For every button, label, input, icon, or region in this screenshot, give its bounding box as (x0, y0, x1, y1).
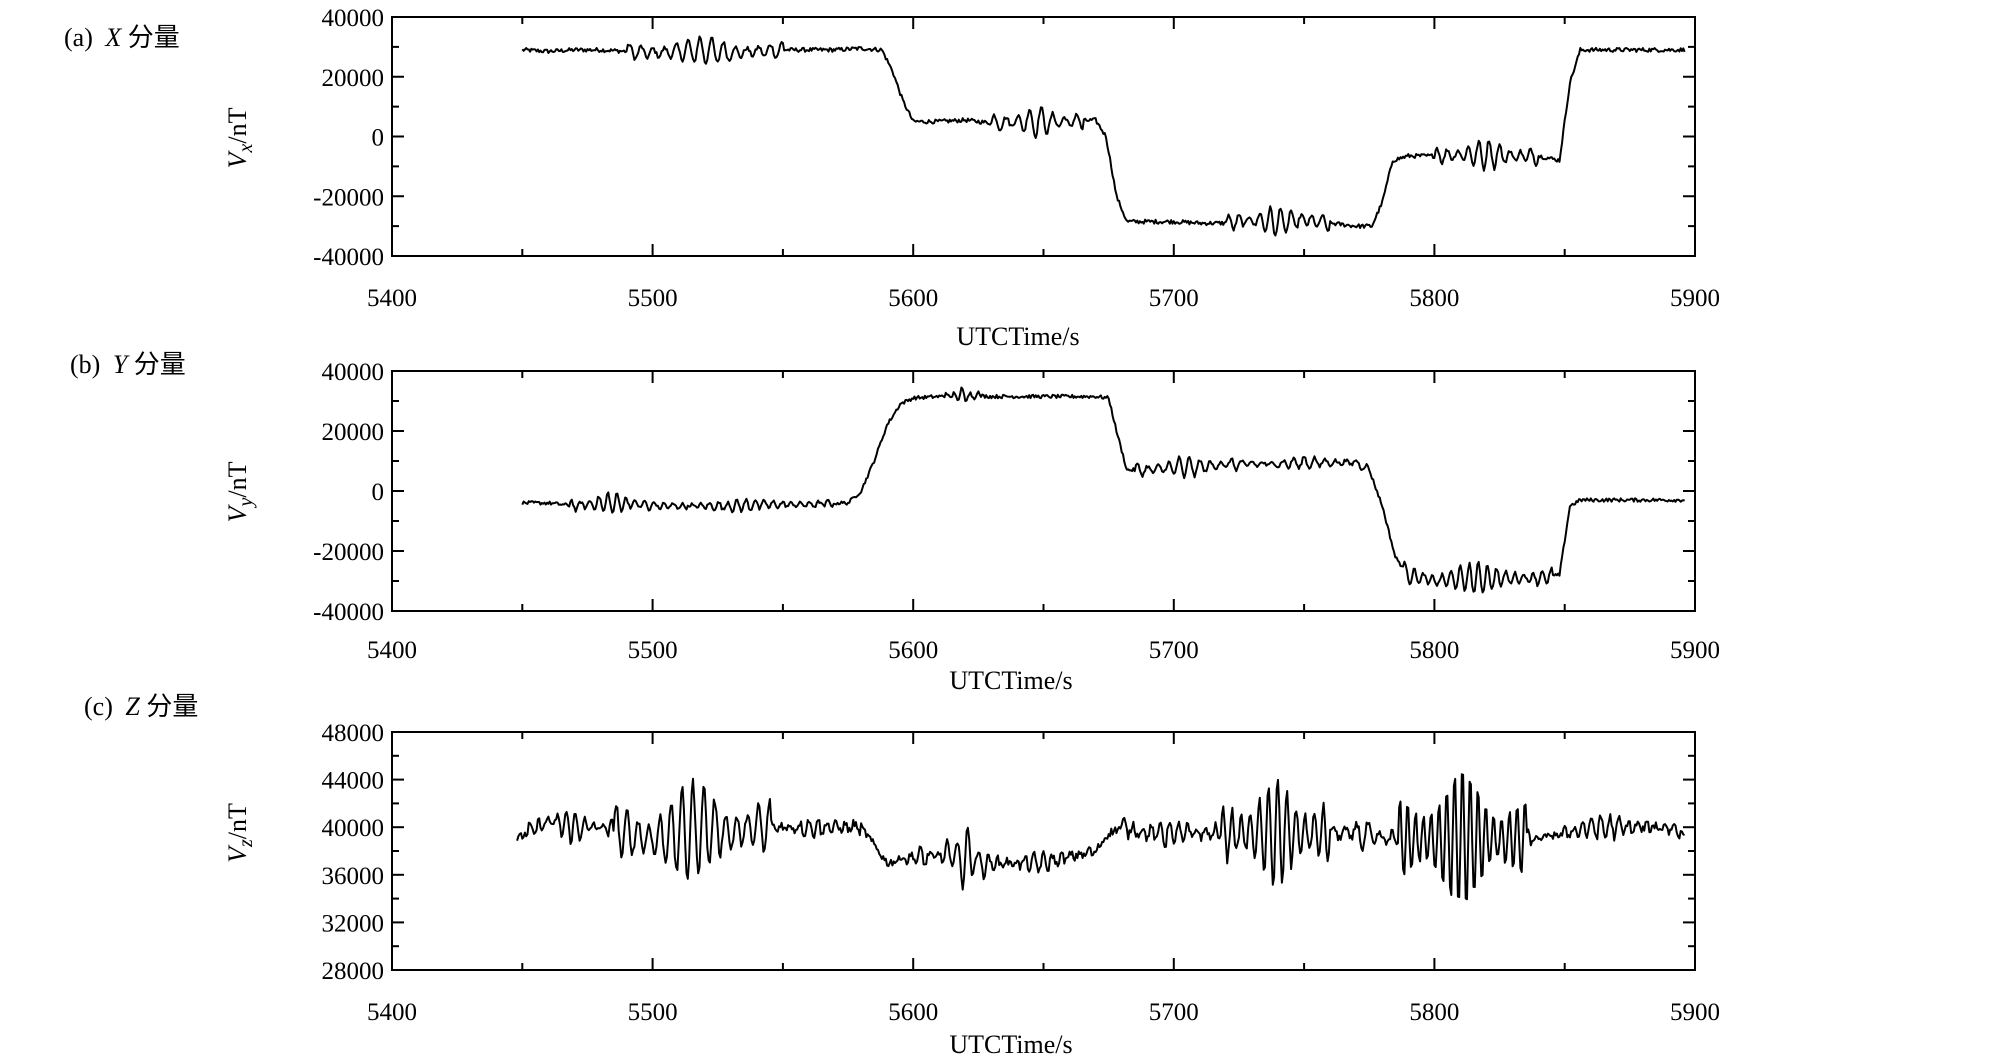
panel-b-component-suffix: 分量 (134, 350, 186, 379)
panel-a: (a) X 分量 -40000 -20000 0 20000 40000 5400 550… (64, 5, 1720, 351)
c-y-tick-label: 40000 (322, 815, 385, 842)
panel-c-ylabel-sub: z (235, 839, 257, 848)
b-y-tick-label: -40000 (313, 599, 384, 626)
panel-b-ylabel-sub: y (235, 498, 257, 509)
panel-a-ylabel-unit: /nT (223, 107, 252, 143)
panel-c-component: Z (125, 692, 140, 721)
b-y-tick-label: 40000 (322, 359, 385, 386)
panel-c-y-axis-title: Vz/nT (223, 803, 257, 863)
panel-c-letter: (c) (84, 692, 113, 721)
panel-a-y-axis-title: Vx/nT (223, 107, 257, 168)
b-x-tick-label: 5500 (628, 637, 678, 664)
panel-b-x-ticks: 5400 5500 5600 5700 5800 5900 (367, 371, 1720, 664)
panel-c: (c) Z 分量 280003200036000400004400048000 … (84, 692, 1720, 1059)
panel-c-label: (c) Z 分量 (84, 692, 198, 721)
panel-c-ylabel-unit: /nT (223, 803, 252, 839)
b-y-tick-label: 0 (372, 479, 385, 506)
c-y-tick-label: 28000 (322, 958, 385, 985)
a-y-tick-label: 40000 (322, 5, 385, 32)
c-x-tick-label: 5500 (628, 999, 678, 1026)
panel-c-x-axis-title: UTCTime/s (949, 1030, 1072, 1059)
b-y-tick-label: 20000 (322, 419, 385, 446)
a-x-tick-label: 5800 (1409, 285, 1459, 312)
a-y-tick-label: -20000 (313, 184, 384, 211)
a-x-tick-label: 5600 (888, 285, 938, 312)
panel-c-x-ticks: 5400 5500 5600 5700 5800 5900 (367, 732, 1720, 1026)
panel-b-y-ticks: -40000 -20000 0 20000 40000 (313, 359, 1695, 626)
panel-a-series-line (521, 35, 1686, 237)
a-x-tick-label: 5400 (367, 285, 417, 312)
panel-a-component-suffix: 分量 (128, 23, 180, 52)
c-x-tick-label: 5800 (1409, 999, 1459, 1026)
c-x-tick-label: 5400 (367, 999, 417, 1026)
panel-c-series-line (516, 773, 1685, 901)
panel-b-component: Y (113, 350, 130, 379)
a-y-tick-label: 0 (372, 125, 385, 152)
panel-b: (b) Y 分量 -40000 -20000 0 20000 40000 5400 550… (70, 350, 1720, 695)
c-x-tick-label: 5600 (888, 999, 938, 1026)
c-y-tick-label: 36000 (322, 863, 385, 890)
b-x-tick-label: 5600 (888, 637, 938, 664)
panel-a-x-axis-title: UTCTime/s (956, 322, 1079, 351)
b-x-tick-label: 5700 (1149, 637, 1199, 664)
panel-a-ylabel-var: V (223, 149, 252, 168)
c-y-tick-label: 48000 (322, 720, 385, 747)
panel-a-y-ticks: -40000 -20000 0 20000 40000 (313, 5, 1695, 271)
panel-a-label: (a) X 分量 (64, 23, 180, 52)
b-x-tick-label: 5800 (1409, 637, 1459, 664)
a-x-tick-label: 5900 (1670, 285, 1720, 312)
a-x-tick-label: 5700 (1149, 285, 1199, 312)
panel-c-ylabel-var: V (223, 844, 252, 863)
panel-c-component-suffix: 分量 (146, 692, 198, 721)
panel-b-series-line (521, 386, 1686, 594)
panel-b-y-axis-title: Vy/nT (223, 461, 257, 522)
panel-a-plot-frame (391, 16, 1696, 257)
a-y-tick-label: 20000 (322, 65, 385, 92)
panel-b-ylabel-var: V (223, 503, 252, 522)
panel-a-component: X (104, 23, 122, 52)
panel-b-label: (b) Y 分量 (70, 350, 186, 379)
b-x-tick-label: 5400 (367, 637, 417, 664)
c-y-tick-label: 32000 (322, 910, 385, 937)
panel-a-letter: (a) (64, 23, 93, 52)
panel-b-ylabel-unit: /nT (223, 461, 252, 497)
a-y-tick-label: -40000 (313, 244, 384, 271)
c-x-tick-label: 5700 (1149, 999, 1199, 1026)
c-x-tick-label: 5900 (1670, 999, 1720, 1026)
c-y-tick-label: 44000 (322, 768, 385, 795)
panel-b-letter: (b) (70, 350, 100, 379)
panel-b-x-axis-title: UTCTime/s (949, 666, 1072, 695)
b-y-tick-label: -20000 (313, 539, 384, 566)
panel-a-x-ticks: 5400 5500 5600 5700 5800 5900 (367, 17, 1720, 312)
panel-b-plot-frame (391, 370, 1696, 612)
b-x-tick-label: 5900 (1670, 637, 1720, 664)
panel-a-ylabel-sub: x (235, 144, 257, 154)
panel-c-y-ticks: 28000 32000 36000 40000 44000 48000 (322, 720, 1695, 985)
a-x-tick-label: 5500 (628, 285, 678, 312)
